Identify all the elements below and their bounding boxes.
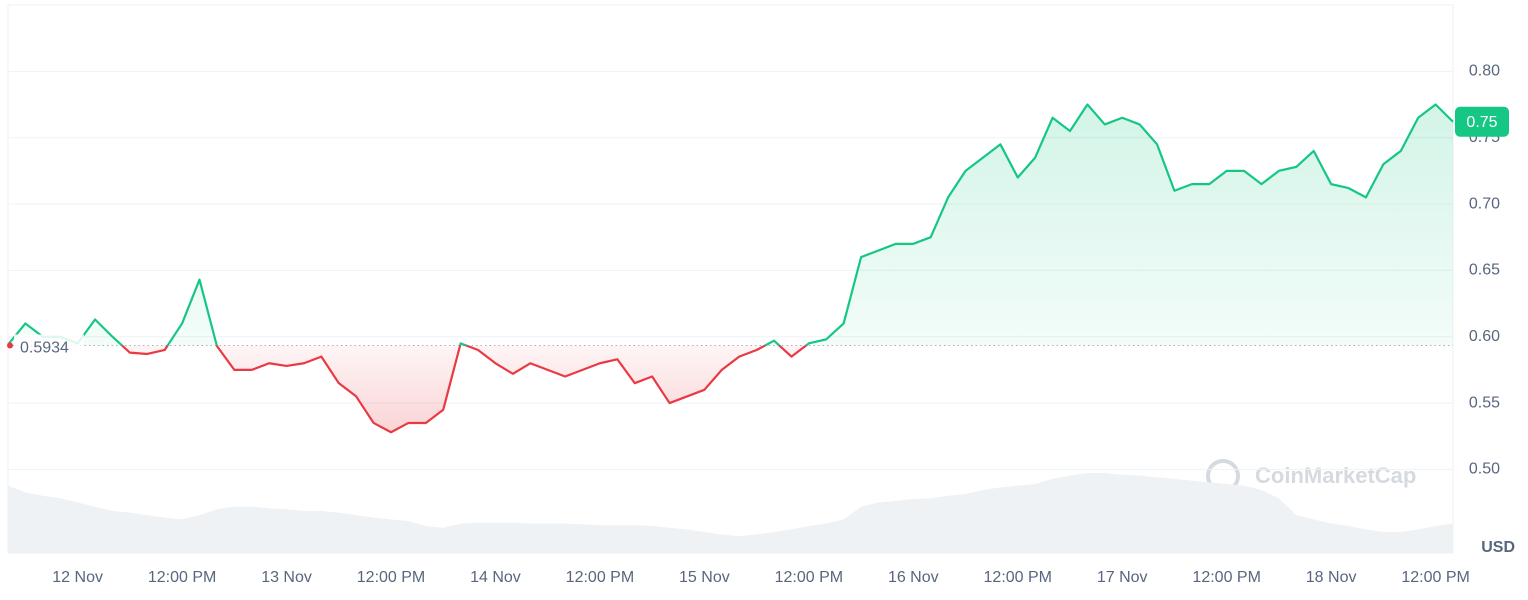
x-tick-label: 12:00 PM	[775, 569, 843, 586]
y-axis-label: USD	[1481, 539, 1515, 556]
x-tick-label: 12:00 PM	[148, 569, 216, 586]
baseline-label: 0.5934	[20, 340, 69, 357]
y-tick-label: 0.80	[1469, 63, 1500, 80]
watermark: CoinMarketCap	[1255, 463, 1416, 488]
volume-area	[8, 473, 1453, 553]
x-tick-label: 17 Nov	[1097, 569, 1148, 586]
y-tick-label: 0.60	[1469, 328, 1500, 345]
baseline-label-bg	[14, 334, 84, 357]
price-line	[7, 103, 1454, 434]
x-tick-label: 14 Nov	[470, 569, 521, 586]
x-tick-label: 18 Nov	[1306, 569, 1357, 586]
price-area	[8, 104, 1453, 433]
y-tick-label: 0.50	[1469, 461, 1500, 478]
x-tick-label: 12:00 PM	[1192, 569, 1260, 586]
x-tick-label: 12 Nov	[52, 569, 103, 586]
x-tick-label: 12:00 PM	[984, 569, 1052, 586]
current-price-tag	[1455, 106, 1509, 137]
baseline-dot	[7, 342, 13, 349]
y-tick-label: 0.70	[1469, 195, 1500, 212]
y-tick-label: 0.55	[1469, 394, 1500, 411]
x-tick-label: 12:00 PM	[1401, 569, 1469, 586]
current-price-label: 0.75	[1466, 114, 1497, 131]
x-tick-label: 12:00 PM	[357, 569, 425, 586]
x-tick-label: 16 Nov	[888, 569, 939, 586]
y-tick-label: 0.65	[1469, 262, 1500, 279]
x-tick-label: 12:00 PM	[566, 569, 634, 586]
x-tick-label: 15 Nov	[679, 569, 730, 586]
x-tick-label: 13 Nov	[261, 569, 312, 586]
